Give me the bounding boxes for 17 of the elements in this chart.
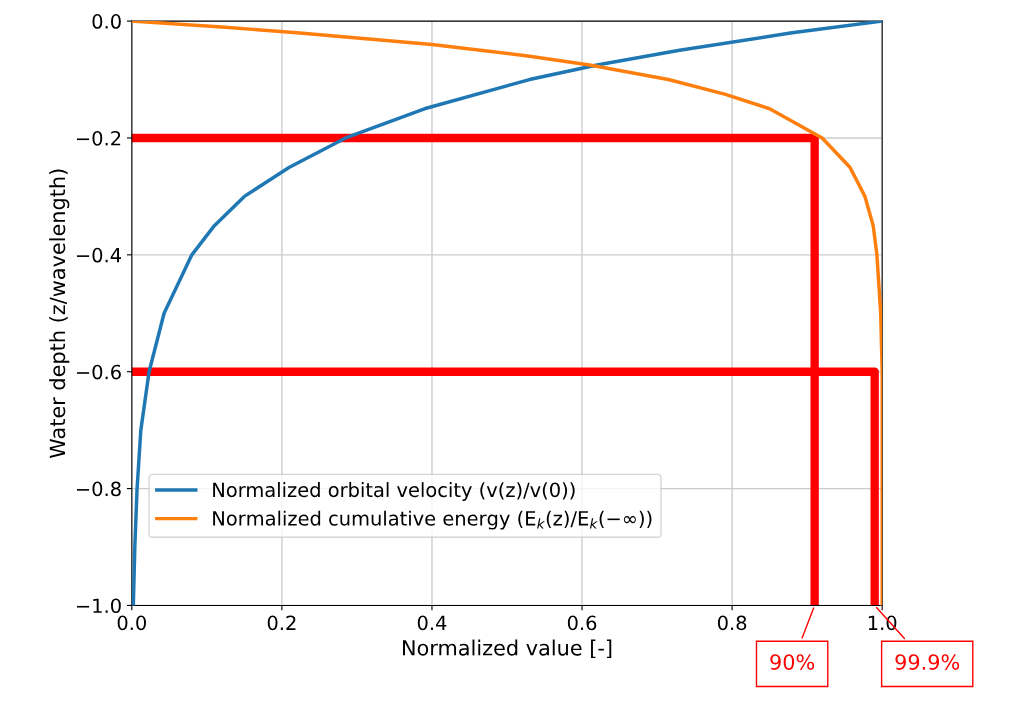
y-tick-label: 0.0 <box>92 14 121 29</box>
legend-label: Normalized cumulative energy (E$_{k}$(z)/E$_{k}$(−∞)) <box>213 510 652 530</box>
y-tick-label: −0.4 <box>76 247 122 263</box>
x-tick-label: 0.2 <box>267 615 296 631</box>
y-tick-label: −1.0 <box>76 598 121 614</box>
y-axis-title: Water depth (z/wavelength) <box>49 169 70 459</box>
x-tick-label: 0.8 <box>717 615 747 631</box>
y-tick-label: −0.6 <box>76 364 121 380</box>
y-tick-label: −0.2 <box>76 130 121 146</box>
x-tick-label: 0.0 <box>117 615 146 631</box>
annotation: 99.9% <box>895 654 960 670</box>
legend-label: Normalized orbital velocity (v(z)/v(0)) <box>213 482 575 501</box>
y-tick-label: −0.8 <box>76 481 121 497</box>
x-axis-title: Normalized value [-] <box>403 639 612 659</box>
x-tick-label: 0.6 <box>567 615 597 631</box>
annotation: 90% <box>770 654 815 670</box>
x-tick-label: 0.4 <box>417 615 447 631</box>
